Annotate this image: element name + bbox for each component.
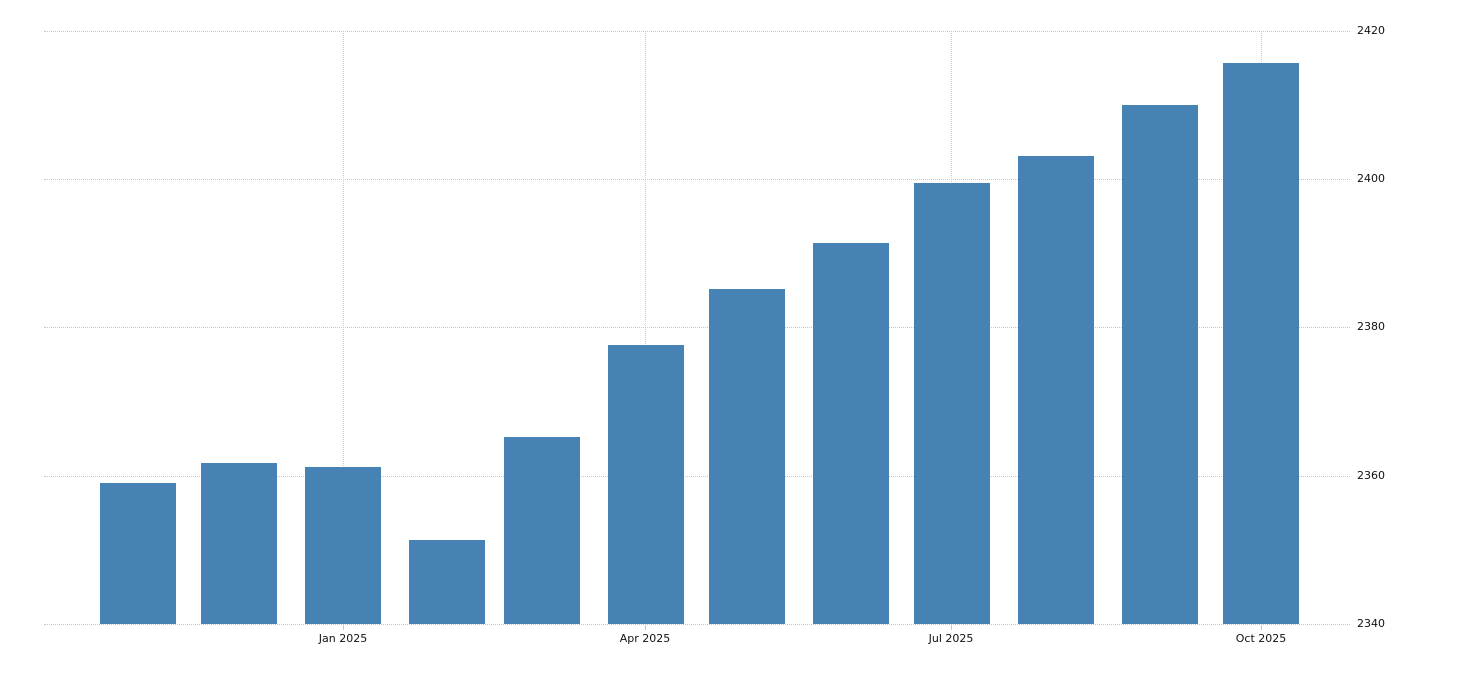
x-axis-label: Jan 2025 <box>318 632 368 645</box>
gridline-2400 <box>44 179 1350 180</box>
bar-feb-2025 <box>409 540 485 624</box>
gridline-jan-2025 <box>343 31 344 624</box>
bar-jun-2025 <box>813 242 889 624</box>
x-axis-baseline <box>44 624 1350 625</box>
y-axis-label: 2340 <box>1357 617 1385 630</box>
bar-jul-2025 <box>914 182 990 624</box>
x-axis-label: Apr 2025 <box>619 632 671 645</box>
bar-sep-2025 <box>1122 105 1198 624</box>
x-axis-label: Jul 2025 <box>928 632 974 645</box>
x-tick-oct-2025 <box>1261 625 1262 630</box>
bar-nov-2024 <box>100 483 176 624</box>
bar-dec-2024 <box>201 463 277 624</box>
bar-oct-2025 <box>1223 62 1299 624</box>
y-axis-label: 2420 <box>1357 24 1385 37</box>
gridline-apr-2025 <box>645 31 646 624</box>
bar-mar-2025 <box>504 437 580 624</box>
bar-jan-2025 <box>305 466 381 624</box>
gridline-2360 <box>44 476 1350 477</box>
x-tick-jul-2025 <box>951 625 952 630</box>
bar-apr-2025 <box>608 345 684 624</box>
y-axis-label: 2360 <box>1357 469 1385 482</box>
x-tick-apr-2025 <box>645 625 646 630</box>
x-tick-jan-2025 <box>343 625 344 630</box>
gridline-2420 <box>44 31 1350 32</box>
x-axis-label: Oct 2025 <box>1235 632 1287 645</box>
y-axis-label: 2380 <box>1357 320 1385 333</box>
bar-may-2025 <box>709 288 785 624</box>
bar-aug-2025 <box>1018 156 1094 624</box>
gridline-2380 <box>44 327 1350 328</box>
y-axis-label: 2400 <box>1357 172 1385 185</box>
